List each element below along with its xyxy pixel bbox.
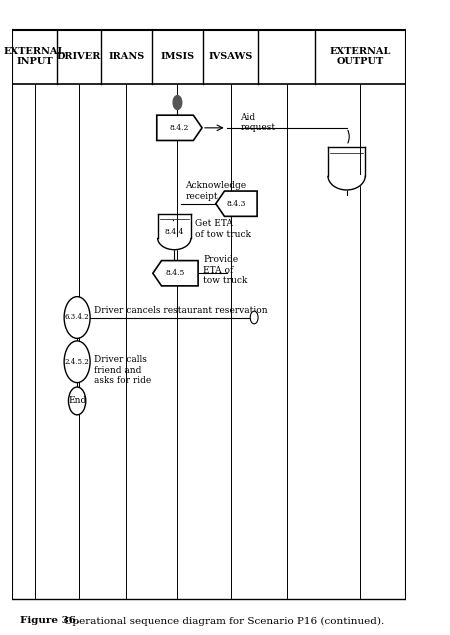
Text: Driver cancels restaurant reservation: Driver cancels restaurant reservation [94, 306, 268, 315]
Text: 8.4.3: 8.4.3 [227, 199, 246, 208]
Text: EXTERNAL
INPUT: EXTERNAL INPUT [4, 47, 65, 67]
Text: Provide
ETA of
tow truck: Provide ETA of tow truck [203, 255, 248, 285]
Circle shape [64, 297, 90, 338]
Text: IVSAWS: IVSAWS [208, 52, 253, 61]
Text: End: End [68, 396, 86, 406]
Circle shape [64, 341, 90, 383]
Polygon shape [153, 260, 198, 286]
Text: IMSIS: IMSIS [160, 52, 194, 61]
Text: Aid
request: Aid request [240, 113, 275, 133]
Text: Driver calls
friend and
asks for ride: Driver calls friend and asks for ride [94, 356, 151, 385]
Circle shape [173, 96, 182, 109]
Text: Operational sequence diagram for Scenario P16 (continued).: Operational sequence diagram for Scenari… [54, 617, 384, 625]
Polygon shape [328, 176, 365, 190]
Text: Figure 36.: Figure 36. [20, 617, 80, 625]
Polygon shape [158, 238, 191, 250]
Polygon shape [216, 191, 257, 217]
Text: Figure 36.   Operational sequence diagram for Scenario P16 (continued).: Figure 36. Operational sequence diagram … [20, 617, 405, 625]
Text: 8.4.4: 8.4.4 [165, 228, 184, 236]
Text: IRANS: IRANS [108, 52, 144, 61]
Text: 8.4.2: 8.4.2 [170, 124, 189, 132]
Text: 6.3.4.2: 6.3.4.2 [65, 314, 90, 321]
Text: 8.4.5: 8.4.5 [166, 269, 185, 277]
Text: Get ETA
of tow truck: Get ETA of tow truck [195, 219, 251, 239]
Polygon shape [157, 115, 202, 140]
Text: 2.4.5.2: 2.4.5.2 [65, 358, 90, 366]
Circle shape [68, 387, 86, 415]
Text: EXTERNAL
OUTPUT: EXTERNAL OUTPUT [330, 47, 391, 67]
Circle shape [250, 311, 258, 324]
Text: DRIVER: DRIVER [57, 52, 101, 61]
Text: Acknowledge
receipt: Acknowledge receipt [185, 181, 247, 201]
